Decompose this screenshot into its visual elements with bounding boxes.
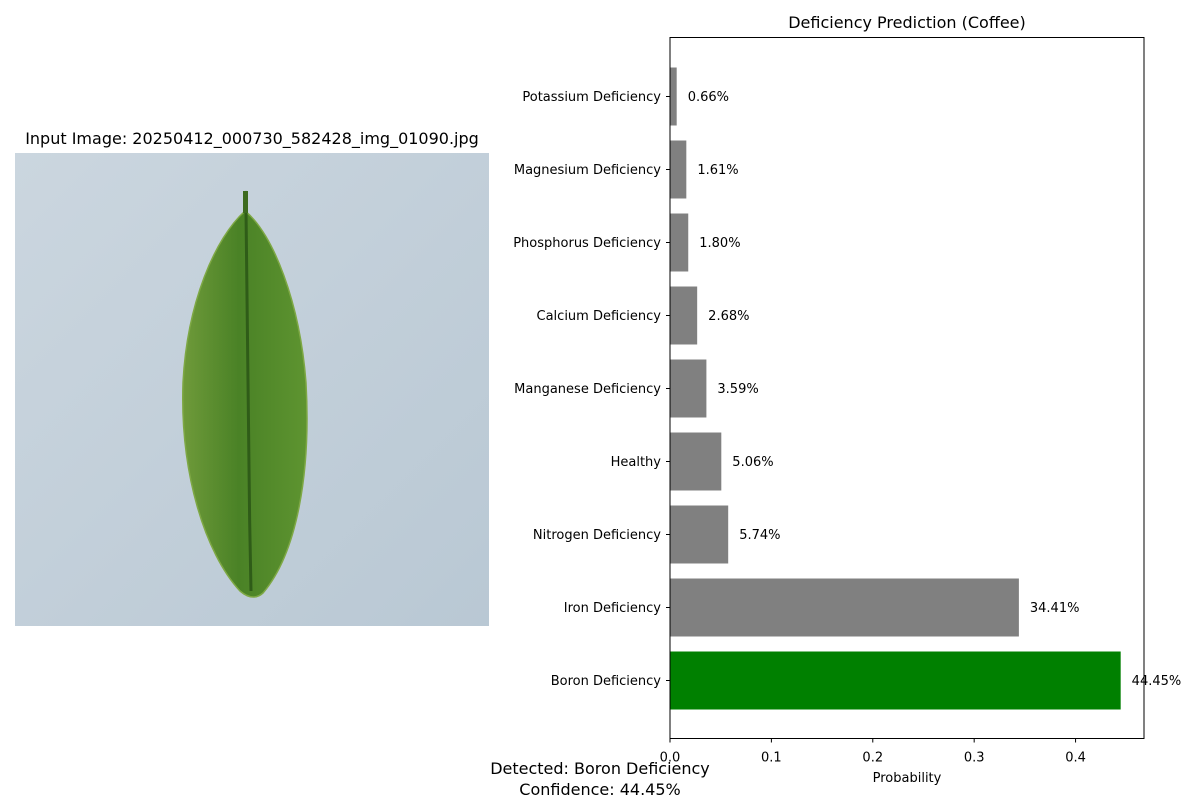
bar-value-label: 1.80% <box>699 236 740 251</box>
bar-value-label: 0.66% <box>688 90 729 105</box>
x-axis-label: Probability <box>873 771 942 786</box>
x-tick-label: 0.2 <box>862 751 883 766</box>
bar-value-label: 3.59% <box>717 382 758 397</box>
detected-label: Detected: Boron Deficiency <box>490 759 710 778</box>
bar <box>670 140 687 199</box>
y-tick-label: Manganese Deficiency <box>514 382 661 397</box>
bar <box>670 286 698 345</box>
bar <box>670 432 722 491</box>
bar-value-label: 5.06% <box>732 455 773 470</box>
bar-value-label: 1.61% <box>697 163 738 178</box>
leaf-midrib <box>243 190 253 592</box>
leaf-blade <box>182 210 308 598</box>
image-title: Input Image: 20250412_000730_582428_img_… <box>25 129 479 148</box>
y-tick-label: Healthy <box>611 455 662 470</box>
bar <box>670 505 729 564</box>
bar-value-label: 44.45% <box>1132 674 1182 689</box>
y-tick-label: Iron Deficiency <box>564 601 662 616</box>
leaf-stem <box>243 191 248 213</box>
bar <box>670 359 707 418</box>
y-tick-label: Magnesium Deficiency <box>514 163 661 178</box>
y-tick-label: Phosphorus Deficiency <box>513 236 661 251</box>
bar-value-label: 5.74% <box>739 528 780 543</box>
bar <box>670 67 677 126</box>
bar-value-label: 2.68% <box>708 309 749 324</box>
y-tick-label: Potassium Deficiency <box>522 90 661 105</box>
bar <box>670 213 689 272</box>
confidence-label: Confidence: 44.45% <box>519 780 681 799</box>
chart-title: Deficiency Prediction (Coffee) <box>788 13 1026 32</box>
x-tick-label: 0.1 <box>761 751 782 766</box>
x-tick-label: 0.3 <box>964 751 985 766</box>
y-tick-label: Nitrogen Deficiency <box>533 528 661 543</box>
y-tick-label: Calcium Deficiency <box>537 309 662 324</box>
leaf-image <box>15 153 489 626</box>
y-tick-label: Boron Deficiency <box>551 674 662 689</box>
x-tick-label: 0.0 <box>660 751 681 766</box>
bar-value-label: 34.41% <box>1030 601 1080 616</box>
x-tick-label: 0.4 <box>1065 751 1086 766</box>
bar <box>670 651 1121 710</box>
bar <box>670 578 1019 637</box>
detection-summary: Detected: Boron Deficiency Confidence: 4… <box>400 758 800 800</box>
